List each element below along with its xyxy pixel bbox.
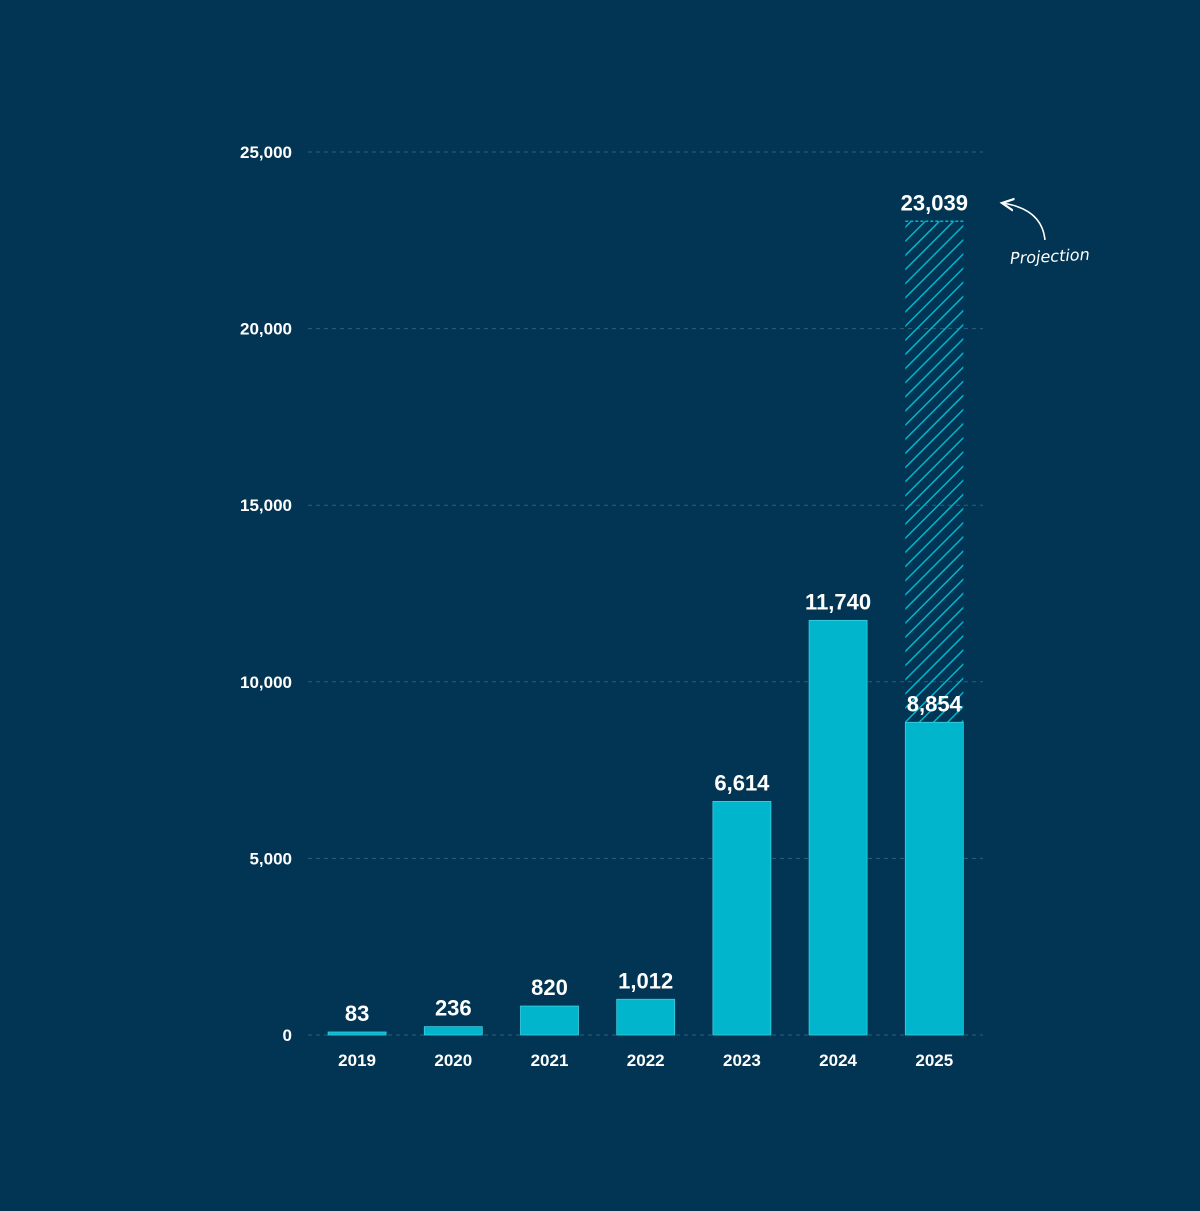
bars bbox=[327, 220, 964, 1036]
y-tick-label: 15,000 bbox=[240, 496, 292, 515]
x-tick-label-2021: 2021 bbox=[531, 1051, 569, 1070]
projection-annotation-text: Projection bbox=[1010, 245, 1091, 268]
x-tick-label-2024: 2024 bbox=[819, 1051, 857, 1070]
y-axis-ticks: 0 5,000 10,000 15,000 20,000 25,000 bbox=[240, 143, 292, 1045]
value-label-2022: 1,012 bbox=[618, 968, 673, 993]
y-tick-label: 0 bbox=[283, 1026, 292, 1045]
bar-2025 bbox=[904, 721, 964, 1036]
gridlines bbox=[308, 151, 983, 1036]
bar-2020 bbox=[423, 1026, 483, 1036]
bar-2019 bbox=[327, 1031, 387, 1036]
y-tick-label: 10,000 bbox=[240, 673, 292, 692]
bar-2022 bbox=[616, 998, 676, 1036]
projection-arrow bbox=[1002, 203, 1046, 241]
x-tick-label-2019: 2019 bbox=[338, 1051, 376, 1070]
y-tick-label: 20,000 bbox=[240, 320, 292, 339]
projection-value-label: 23,039 bbox=[901, 190, 968, 215]
x-tick-label-2023: 2023 bbox=[723, 1051, 761, 1070]
x-tick-label-2022: 2022 bbox=[627, 1051, 665, 1070]
value-label-2020: 236 bbox=[435, 996, 472, 1021]
bar-2021 bbox=[520, 1005, 579, 1036]
x-tick-label-2025: 2025 bbox=[915, 1051, 953, 1070]
value-label-2024: 11,740 bbox=[805, 589, 871, 614]
y-tick-label: 25,000 bbox=[240, 143, 292, 162]
value-label-2021: 820 bbox=[531, 975, 568, 1000]
x-tick-label-2020: 2020 bbox=[434, 1051, 472, 1070]
x-axis-ticks: 2019 2020 2021 2022 2023 2024 2025 bbox=[338, 1051, 953, 1070]
y-tick-label: 5,000 bbox=[249, 849, 292, 868]
value-labels: 83 236 820 1,012 6,614 11,740 23,039 8,854 bbox=[345, 190, 968, 1026]
bar-2023 bbox=[712, 800, 772, 1036]
value-label-2019: 83 bbox=[345, 1001, 369, 1026]
projection-annotation: Projection bbox=[1002, 203, 1090, 268]
value-label-2025: 8,854 bbox=[907, 691, 963, 716]
bar-2024 bbox=[808, 619, 868, 1036]
value-label-2023: 6,614 bbox=[714, 770, 770, 795]
